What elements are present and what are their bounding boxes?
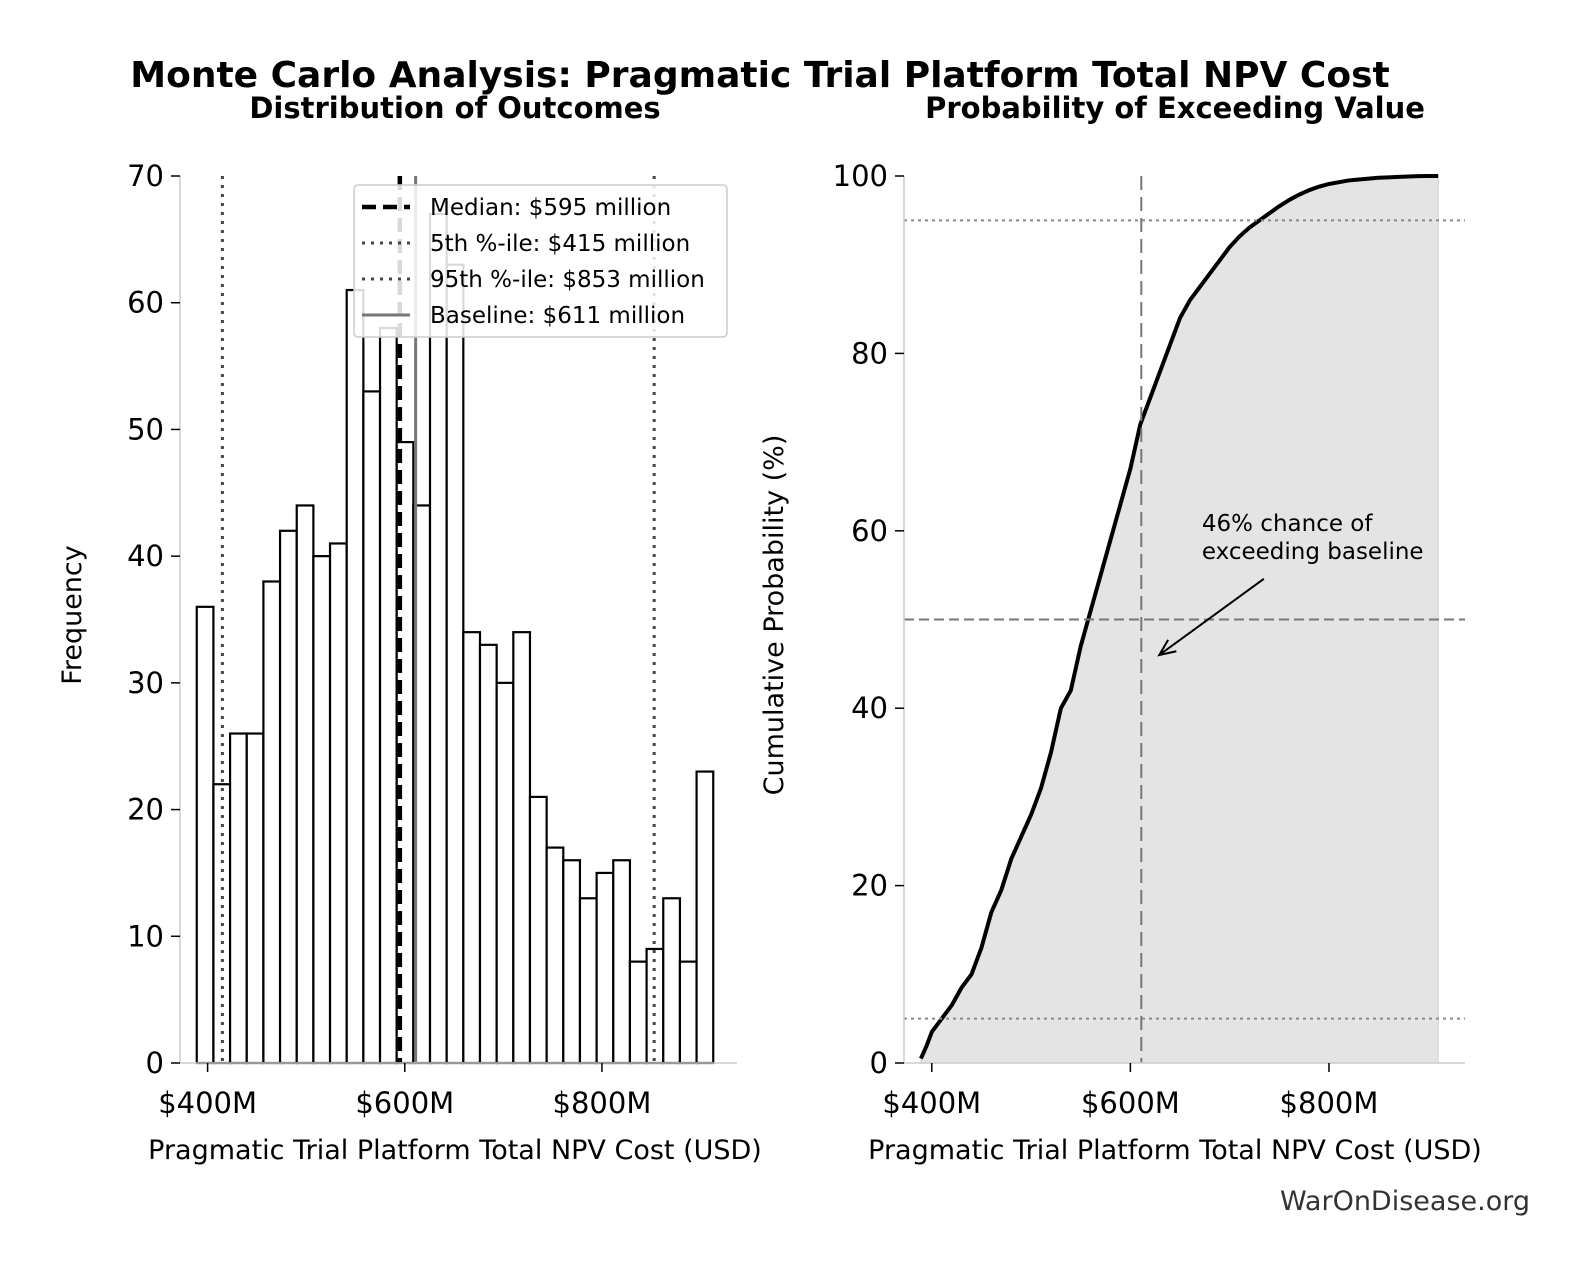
histogram-legend-label: Median: $595 million: [430, 195, 671, 221]
annotation-text: 46% chance of: [1202, 511, 1374, 537]
histogram-bars: [195, 212, 715, 1065]
histogram-legend-label: 5th %-ile: $415 million: [430, 231, 690, 257]
histogram-bar: [495, 681, 515, 1065]
histogram-bar: [195, 605, 215, 1065]
histogram-bar: [262, 580, 282, 1065]
histogram-bar: [695, 770, 715, 1065]
histogram-axes: 0 10 20 30 40 50 60 70 $400M $600M $800M: [127, 159, 737, 1120]
histogram-bar: [628, 960, 648, 1065]
histogram-y-tick-label: 10: [127, 919, 164, 953]
histogram-bar: [512, 631, 532, 1065]
histogram-legend-label: Baseline: $611 million: [430, 303, 685, 329]
histogram-bar: [345, 288, 365, 1065]
histogram-x-axis-label: Pragmatic Trial Platform Total NPV Cost …: [148, 1135, 762, 1166]
histogram-legend: Median: $595 million 5th %-ile: $415 mill…: [353, 184, 728, 338]
histogram-y-tick-label: 60: [127, 286, 164, 320]
histogram-bar: [612, 859, 632, 1065]
cumulative-x-axis-label: Pragmatic Trial Platform Total NPV Cost …: [868, 1135, 1482, 1166]
histogram-x-tick-label: $600M: [355, 1086, 454, 1120]
cumulative-y-axis-label: Cumulative Probability (%): [759, 435, 790, 796]
histogram-bar: [678, 960, 698, 1065]
cumulative-reference-lines: [904, 176, 1465, 1063]
histogram-bar: [528, 795, 548, 1065]
cumulative-y-tick-label: 100: [833, 159, 888, 193]
annotation-text: exceeding baseline: [1202, 539, 1424, 565]
annotation-arrow: [1158, 577, 1265, 656]
histogram-bar: [312, 555, 332, 1065]
histogram-bar: [662, 897, 682, 1065]
cumulative-panel: Probability of Exceeding Value 0 20 40 60 80…: [759, 91, 1482, 1166]
histogram-bar: [378, 326, 398, 1065]
histogram-bar: [362, 390, 382, 1065]
histogram-bar: [578, 897, 598, 1065]
cumulative-y-tick-label: 60: [851, 514, 888, 548]
histogram-bar: [428, 212, 448, 1065]
histogram-y-tick-label: 40: [127, 539, 164, 573]
histogram-bar: [228, 732, 248, 1065]
histogram-bar: [445, 263, 465, 1065]
histogram-bar: [295, 504, 315, 1065]
histogram-y-tick-label: 20: [127, 793, 164, 827]
cumulative-title: Probability of Exceeding Value: [925, 91, 1425, 125]
histogram-x-tick-label: $800M: [553, 1086, 652, 1120]
cumulative-x-tick-label: $600M: [1081, 1086, 1180, 1120]
histogram-legend-label: 95th %-ile: $853 million: [430, 267, 705, 293]
cumulative-x-tick-label: $400M: [882, 1086, 981, 1120]
histogram-y-tick-label: 50: [127, 412, 164, 446]
histogram-y-tick-label: 0: [146, 1046, 164, 1080]
cumulative-axes: 0 20 40 60 80 100 $400M $600M $800M: [833, 159, 1465, 1120]
cumulative-y-tick-label: 80: [851, 336, 888, 370]
figure-suptitle: Monte Carlo Analysis: Pragmatic Trial Pl…: [130, 55, 1389, 96]
histogram-title: Distribution of Outcomes: [249, 91, 660, 125]
histogram-bar: [595, 871, 615, 1065]
histogram-x-tick-label: $400M: [158, 1086, 257, 1120]
cumulative-y-tick-label: 20: [851, 869, 888, 903]
histogram-legend-box: [353, 184, 728, 338]
histogram-bar: [245, 732, 265, 1065]
cumulative-line: [919, 174, 1439, 1060]
histogram-bar: [478, 643, 498, 1065]
histogram-bar: [545, 846, 565, 1065]
watermark-text: WarOnDisease.org: [1280, 1186, 1530, 1217]
histogram-bar: [328, 542, 348, 1065]
histogram-y-axis-label: Frequency: [57, 545, 88, 685]
histogram-bar: [462, 631, 482, 1065]
annotation-arrowhead: [1157, 639, 1177, 657]
histogram-bar: [278, 529, 298, 1065]
cumulative-y-tick-label: 40: [851, 691, 888, 725]
histogram-bar: [562, 859, 582, 1065]
histogram-y-tick-label: 70: [127, 159, 164, 193]
histogram-panel: Distribution of Outcomes 0 10 20 30 40 50 60 70…: [57, 91, 762, 1166]
histogram-y-tick-label: 30: [127, 666, 164, 700]
cumulative-x-tick-label: $800M: [1280, 1086, 1379, 1120]
cumulative-y-tick-label: 0: [870, 1046, 888, 1080]
